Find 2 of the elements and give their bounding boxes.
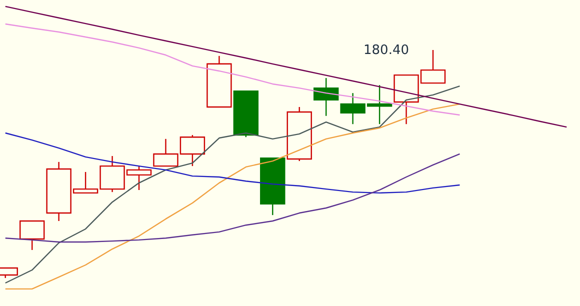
annotation: 180.40 bbox=[364, 43, 409, 58]
candlestick bbox=[313, 77, 339, 116]
